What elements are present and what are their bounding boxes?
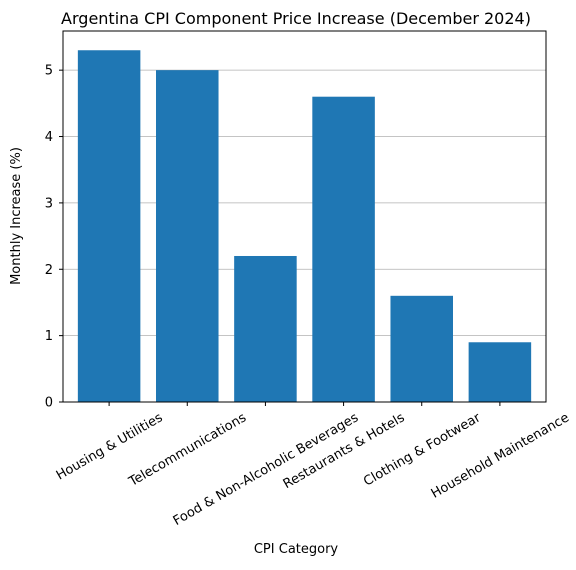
bar <box>390 295 453 402</box>
plot-frame <box>62 30 547 403</box>
bar <box>468 342 532 402</box>
y-tick-label: 2 <box>45 263 53 278</box>
bar <box>77 50 141 403</box>
chart-title: Argentina CPI Component Price Increase (… <box>61 9 531 28</box>
x-axis-label: CPI Category <box>254 542 339 557</box>
y-tick-label: 5 <box>45 64 53 79</box>
bar <box>156 70 219 403</box>
y-tick-label: 4 <box>45 130 53 145</box>
y-tick-label: 1 <box>45 329 53 344</box>
bar <box>234 255 297 402</box>
x-tick-label: Food & Non-Alcoholic Beverages <box>171 410 362 529</box>
y-tick-label: 3 <box>45 196 53 211</box>
y-tick-label: 0 <box>45 396 53 411</box>
bar <box>312 96 375 402</box>
y-axis-label: Monthly Increase (%) <box>9 147 24 285</box>
